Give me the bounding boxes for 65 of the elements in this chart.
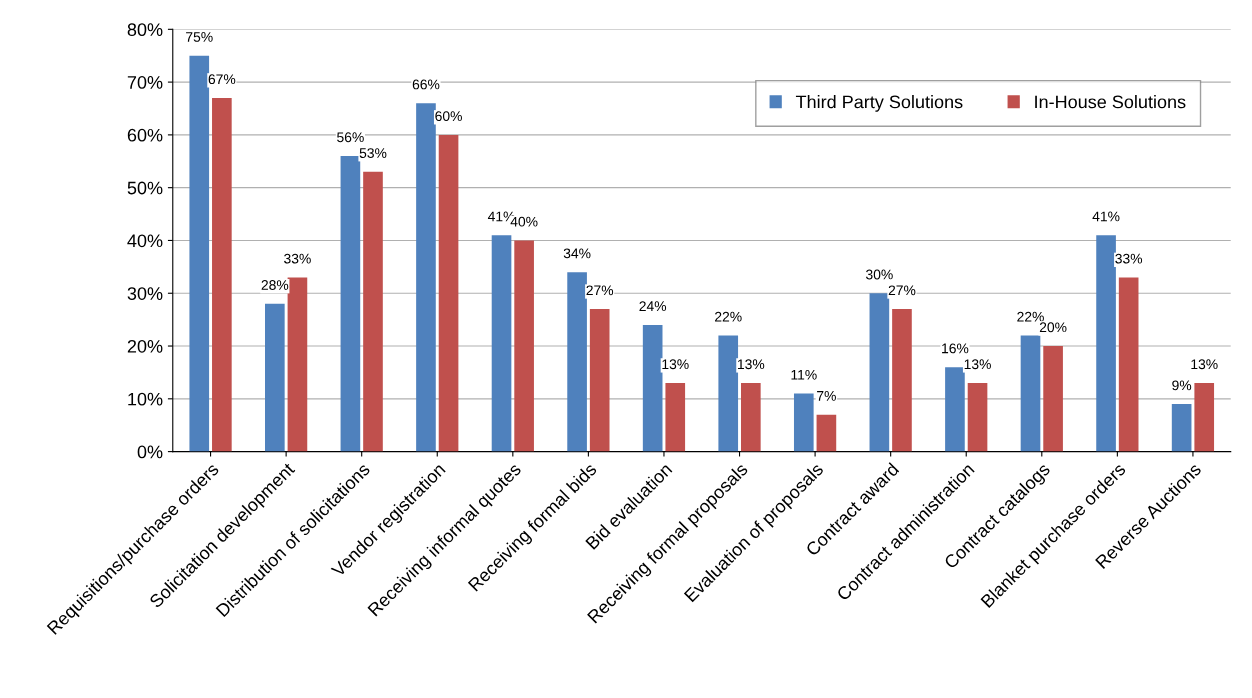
bar (1171, 404, 1192, 452)
data-label: 41% (1092, 211, 1120, 222)
bar (1194, 382, 1215, 452)
bar (718, 335, 739, 452)
bar (869, 293, 890, 452)
data-label: 60% (435, 111, 462, 122)
y-tick-label: 20% (127, 339, 163, 353)
legend-label: Third Party Solutions (795, 95, 963, 112)
bar (642, 324, 663, 452)
data-label: 11% (791, 369, 817, 380)
bar (816, 414, 837, 452)
data-label: 27% (586, 285, 614, 296)
y-tick-label: 40% (127, 234, 163, 248)
data-label: 9% (1172, 380, 1192, 391)
data-label: 22% (1017, 311, 1044, 322)
bar (189, 55, 210, 452)
data-label: 66% (412, 79, 440, 90)
data-label: 34% (563, 248, 591, 259)
bar (741, 382, 761, 452)
bar (491, 235, 512, 452)
data-label: 13% (1191, 359, 1218, 370)
bar (892, 309, 912, 452)
y-tick-label: 10% (128, 392, 163, 406)
data-label: 30% (866, 269, 893, 280)
bar (212, 97, 232, 452)
data-label: 13% (964, 359, 991, 370)
bar (589, 309, 610, 452)
bar (265, 303, 285, 452)
bar (793, 393, 814, 452)
bar (363, 171, 383, 452)
bar (1118, 277, 1139, 452)
bar (438, 134, 459, 452)
data-label: 28% (261, 280, 289, 290)
data-label: 33% (284, 253, 311, 264)
data-label: 20% (1039, 322, 1067, 333)
bar (1043, 346, 1063, 452)
data-label: 24% (639, 301, 667, 312)
y-tick-label: 0% (137, 445, 163, 459)
y-tick-label: 80% (127, 23, 163, 37)
data-label: 16% (942, 343, 969, 354)
bar (945, 367, 965, 452)
data-label: 22% (715, 311, 742, 322)
data-label: 56% (337, 132, 364, 143)
bar (514, 240, 534, 452)
data-label: 75% (186, 32, 213, 42)
bar (416, 103, 436, 452)
bar (1020, 335, 1041, 452)
y-tick-label: 60% (127, 128, 163, 142)
data-label: 13% (662, 359, 689, 370)
data-label: 53% (359, 148, 387, 158)
legend-label: In-House Solutions (1035, 95, 1186, 109)
bar (665, 382, 686, 452)
bar (287, 277, 308, 452)
bar (340, 156, 361, 452)
data-label: 13% (737, 359, 765, 370)
data-label: 67% (208, 74, 236, 85)
bar (967, 382, 988, 452)
y-tick-label: 30% (127, 287, 163, 300)
data-label: 33% (1115, 253, 1143, 264)
bar (567, 272, 587, 452)
data-label: 7% (817, 391, 836, 401)
bar (1096, 235, 1116, 452)
y-tick-label: 50% (127, 181, 163, 195)
y-tick-label: 70% (127, 76, 163, 89)
data-label: 27% (888, 285, 916, 296)
